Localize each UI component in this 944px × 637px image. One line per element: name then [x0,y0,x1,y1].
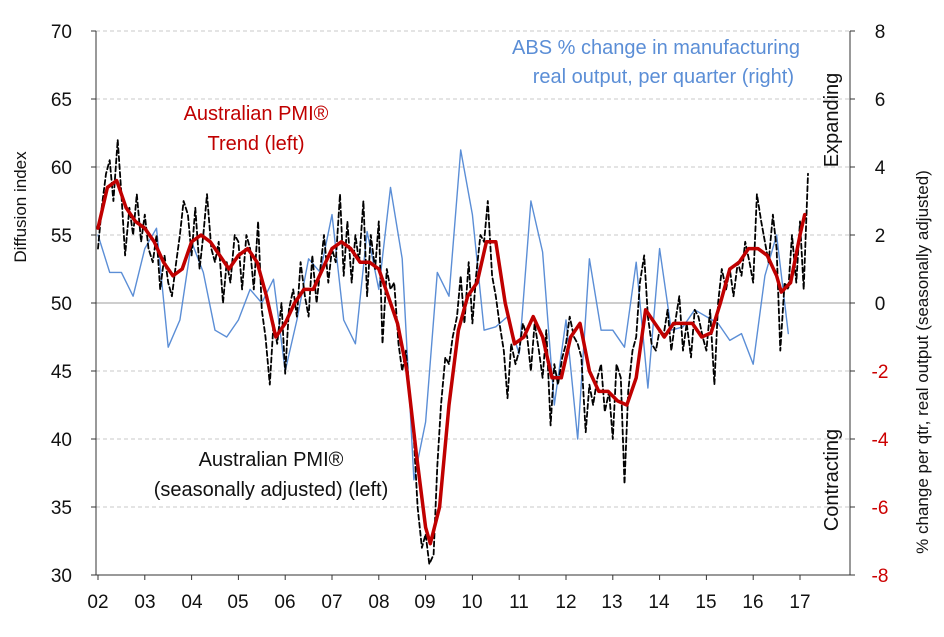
left-tick-45: 45 [51,362,72,383]
right-tick-2: 2 [875,226,886,247]
sa-annotation-line2: (seasonally adjusted) (left) [154,479,389,501]
x-tick-17: 17 [789,592,810,613]
left-axis-ticks: 70 65 60 55 50 45 40 35 30 [51,22,72,587]
x-tick-13: 13 [601,592,622,613]
abs-annotation-line1: ABS % change in manufacturing [512,37,800,59]
x-tick-04: 04 [181,592,203,613]
right-tick-neg4: -4 [872,430,889,451]
sa-annotation: Australian PMI® (seasonally adjusted) (l… [154,449,389,501]
abs-annotation-line2: real output, per quarter (right) [533,66,794,88]
x-tick-03: 03 [134,592,155,613]
left-tick-70: 70 [51,22,72,43]
left-tick-65: 65 [51,90,72,111]
x-tick-10: 10 [461,592,482,613]
gridlines [96,30,850,508]
right-tick-0: 0 [875,294,886,315]
x-tick-09: 09 [414,592,435,613]
series-lines [96,138,809,565]
x-tick-12: 12 [555,592,576,613]
right-tick-neg8: -8 [872,566,889,587]
x-tick-07: 07 [321,592,342,613]
right-tick-6: 6 [875,90,886,111]
pmi-sa-line [97,138,809,565]
left-tick-55: 55 [51,226,72,247]
trend-annotation-line1: Australian PMI® [184,103,329,125]
left-tick-50: 50 [51,294,72,315]
left-tick-60: 60 [51,158,72,179]
right-tick-8: 8 [875,22,886,43]
trend-annotation: Australian PMI® Trend (left) [184,103,329,155]
x-tick-11: 11 [509,592,529,613]
contracting-label: Contracting [821,429,843,531]
right-axis-title: % change per qtr, real output (seasonall… [913,170,932,554]
trend-annotation-line2: Trend (left) [207,133,304,155]
x-tick-14: 14 [648,592,670,613]
left-tick-35: 35 [51,498,72,519]
x-tick-05: 05 [227,592,248,613]
x-tick-16: 16 [742,592,763,613]
axes [91,30,855,580]
x-tick-15: 15 [695,592,716,613]
right-axis-ticks: 8 6 4 2 0 -2 -4 -6 -8 [872,22,889,587]
left-tick-40: 40 [51,430,72,451]
expanding-label: Expanding [821,73,843,168]
trend-line [96,178,807,546]
abs-output-line [97,149,789,481]
left-tick-30: 30 [51,566,72,587]
left-axis-title: Diffusion index [11,151,30,263]
right-tick-neg2: -2 [872,362,889,383]
x-tick-02: 02 [87,592,108,613]
x-tick-08: 08 [368,592,389,613]
x-tick-06: 06 [274,592,295,613]
abs-annotation: ABS % change in manufacturing real outpu… [512,37,800,88]
sa-annotation-line1: Australian PMI® [199,449,344,471]
x-axis-ticks: 02 03 04 05 06 07 08 09 10 11 12 13 14 1… [87,592,810,613]
right-tick-4: 4 [875,158,886,179]
right-tick-neg6: -6 [872,498,889,519]
